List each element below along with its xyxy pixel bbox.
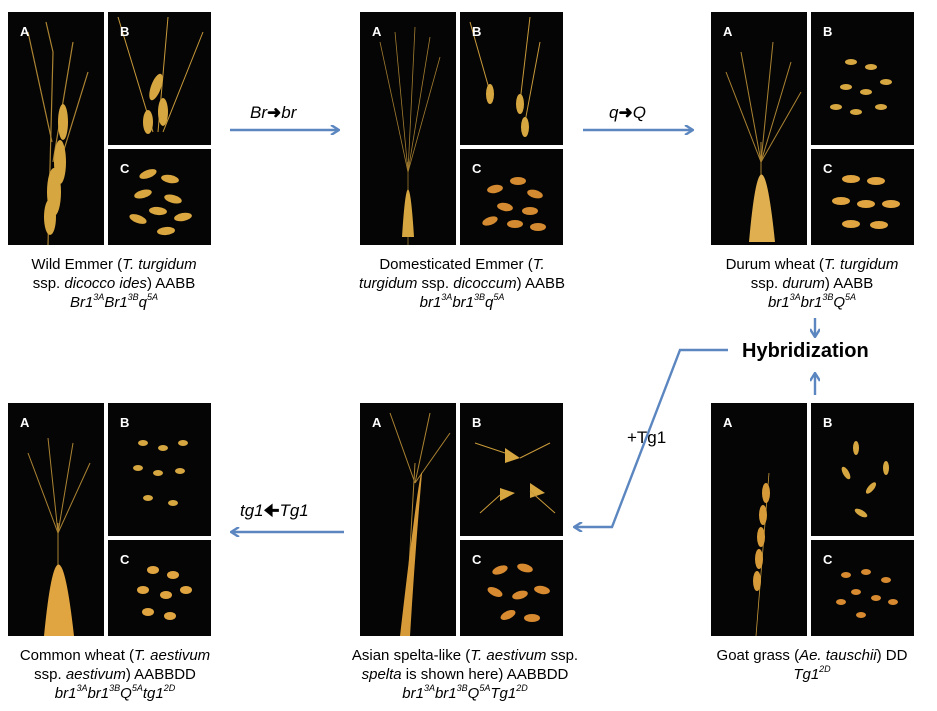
spike-image <box>389 412 451 637</box>
grains-image <box>487 563 550 622</box>
photo-c-grains: C <box>460 149 563 245</box>
photo-label-a: A <box>723 24 733 39</box>
grains-image <box>482 177 546 231</box>
photo-a-spike: A <box>8 12 104 246</box>
spike-image <box>725 41 802 242</box>
photo-label-c: C <box>120 161 130 176</box>
caption-common-wheat: Common wheat (T. aestivum ssp. aestivum)… <box>0 646 230 703</box>
photo-label-a: A <box>723 415 733 430</box>
photo-b-spikelets: B <box>811 403 914 536</box>
spike-image <box>27 437 91 636</box>
photo-c-grains: C <box>108 540 211 636</box>
caption-goat-grass: Goat grass (Ae. tauschii) DD Tg12D <box>696 646 928 684</box>
genotype: br13Abr13BQ5ATg12D <box>402 683 528 703</box>
spike-image <box>27 21 89 246</box>
spikelet-image <box>841 441 889 518</box>
genotype: Tg12D <box>793 664 831 684</box>
spike-image <box>753 472 770 637</box>
photo-label-a: A <box>372 24 382 39</box>
spikelet-image <box>117 16 204 134</box>
grains-image <box>137 566 192 620</box>
photo-label-b: B <box>472 24 482 39</box>
photo-b-spikelets: B <box>460 403 563 536</box>
photo-label-c: C <box>472 161 482 176</box>
photo-c-grains: C <box>108 149 211 245</box>
spike-image <box>379 26 441 245</box>
hybridization-label: Hybridization <box>742 340 869 362</box>
spikelet-image <box>474 442 556 514</box>
photo-b-spikelets: B <box>460 12 563 145</box>
arrow-hybridization-to-spelta <box>575 348 728 527</box>
genotype: br13Abr13BQ5Atg12D <box>54 683 176 703</box>
photo-label-c: C <box>120 552 130 567</box>
right-arrow-icon: ➜ <box>618 103 633 122</box>
photo-label-a: A <box>20 415 30 430</box>
right-arrow-icon: ➜ <box>267 103 282 122</box>
caption-asian-spelta: Asian spelta-like (T. aestivum ssp. spel… <box>320 646 610 703</box>
photo-label-b: B <box>823 24 833 39</box>
caption-domesticated-emmer: Domesticated Emmer (T. turgidum ssp. dic… <box>344 255 580 312</box>
genotype: br13Abr13Bq5A <box>419 292 505 312</box>
photo-label-a: A <box>20 24 30 39</box>
left-arrow-icon: 🠈 <box>263 501 280 520</box>
photo-label-c: C <box>472 552 482 567</box>
photo-label-a: A <box>372 415 382 430</box>
photo-b-spikelets: B <box>108 403 211 536</box>
photo-a-spike: A <box>711 12 807 245</box>
grains-image <box>832 175 900 229</box>
photo-label-b: B <box>472 415 482 430</box>
genotype: br13Abr13BQ5A <box>767 292 857 312</box>
photo-c-grains: C <box>811 540 914 636</box>
arrow-label-plus-tg1: +Tg1 <box>627 428 667 447</box>
photo-label-c: C <box>823 161 833 176</box>
photo-c-grains: C <box>460 540 563 636</box>
caption-wild-emmer: Wild Emmer (T. turgidum ssp. dicocco ide… <box>0 255 228 312</box>
photo-c-grains: C <box>811 149 914 245</box>
photo-label-c: C <box>823 552 833 567</box>
photo-a-spike: A <box>711 403 807 637</box>
genotype: Br13ABr13Bq5A <box>69 292 159 312</box>
photo-label-b: B <box>120 415 130 430</box>
spikelet-image <box>469 16 541 137</box>
photo-a-spike: A <box>360 403 456 637</box>
grains-image <box>129 169 192 236</box>
arrow-label-tg: tg1🠈Tg1 <box>240 501 309 520</box>
spikelet-image <box>830 59 892 115</box>
photo-a-spike: A <box>360 12 456 245</box>
arrow-label-q: q➜Q <box>609 103 646 122</box>
photo-a-spike: A <box>8 403 104 636</box>
photo-label-b: B <box>823 415 833 430</box>
spikelet-image <box>133 440 188 506</box>
photo-b-spikelets: B <box>108 12 211 145</box>
caption-durum-wheat: Durum wheat (T. turgidum ssp. durum) AAB… <box>696 255 928 312</box>
arrow-label-br: Br➜br <box>250 103 297 122</box>
photo-b-spikelets: B <box>811 12 914 145</box>
grains-image <box>836 569 898 618</box>
photo-label-b: B <box>120 24 130 39</box>
